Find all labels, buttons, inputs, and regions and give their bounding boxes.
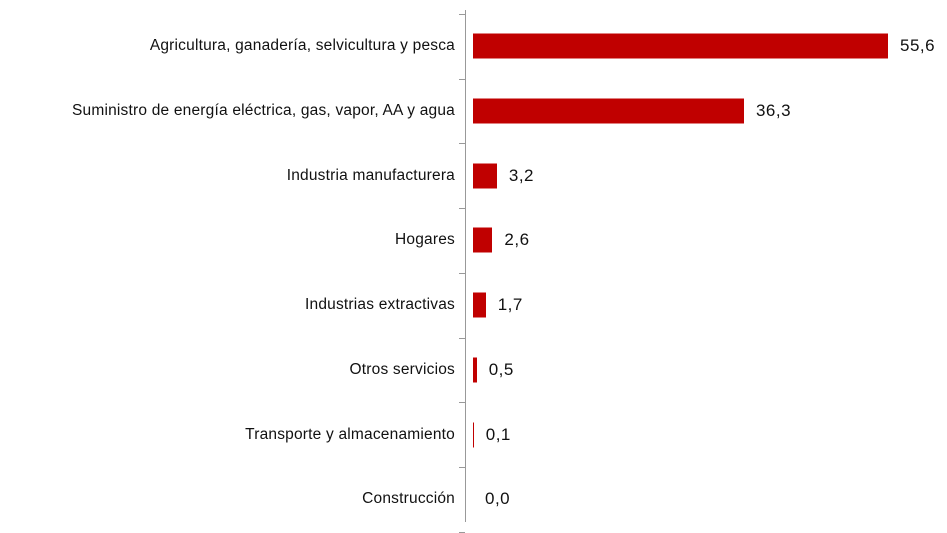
category-label-wrap: Suministro de energía eléctrica, gas, va…	[0, 102, 455, 120]
category-label: Industrias extractivas	[305, 296, 455, 314]
value-label: 55,6	[900, 36, 936, 56]
category-label: Hogares	[395, 231, 455, 249]
category-label: Industria manufacturera	[286, 166, 455, 184]
category-separator	[459, 208, 465, 210]
value-label: 3,2	[508, 165, 535, 185]
value-label: 36,3	[755, 101, 792, 121]
category-label: Construcción	[362, 490, 455, 508]
category-separator	[459, 337, 465, 339]
category-separator	[459, 78, 465, 80]
category-separator	[459, 272, 465, 274]
category-separator	[459, 14, 465, 15]
category-label-wrap: Industrias extractivas	[0, 296, 455, 314]
bar	[473, 98, 744, 124]
category-label-wrap: Construcción	[0, 490, 455, 508]
category-separator	[459, 466, 465, 468]
bar	[473, 163, 497, 189]
bar	[473, 33, 888, 59]
category-label: Otros servicios	[349, 360, 455, 378]
category-label-wrap: Otros servicios	[0, 361, 455, 379]
category-label: Agricultura, ganadería, selvicultura y p…	[149, 37, 455, 55]
category-label: Suministro de energía eléctrica, gas, va…	[71, 102, 455, 120]
category-label: Transporte y almacenamiento	[245, 425, 455, 443]
category-label-wrap: Industria manufacturera	[0, 167, 455, 185]
bar	[473, 292, 486, 318]
value-label: 0,5	[488, 359, 514, 379]
category-label-wrap: Hogares	[0, 231, 455, 249]
category-separator	[459, 143, 465, 145]
category-label-wrap: Agricultura, ganadería, selvicultura y p…	[0, 37, 455, 55]
category-separator	[459, 402, 465, 404]
category-separator	[459, 531, 465, 533]
category-label-wrap: Transporte y almacenamiento	[0, 426, 455, 444]
value-label: 0,0	[485, 489, 511, 509]
value-label: 0,1	[485, 424, 511, 444]
value-label: 1,7	[497, 295, 523, 315]
bar	[473, 227, 493, 253]
category-axis	[465, 10, 466, 522]
bar	[473, 357, 477, 383]
bar	[473, 422, 474, 448]
value-label: 2,6	[504, 230, 530, 250]
